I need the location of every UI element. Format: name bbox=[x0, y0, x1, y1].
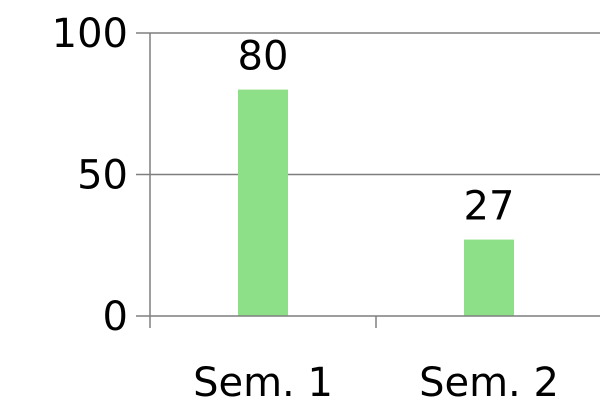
axis-layer bbox=[149, 33, 600, 317]
y-tick-label-50: 50 bbox=[77, 153, 128, 199]
x-category-label-2: Sem. 2 bbox=[419, 360, 559, 399]
data-label-2: 27 bbox=[464, 184, 515, 230]
data-label-1: 80 bbox=[238, 34, 289, 80]
y-tick-label-100: 100 bbox=[52, 11, 128, 57]
bar-layer bbox=[238, 89, 514, 316]
label-layer: 0 50 100 80 Sem. 1 27 Sem. 2 bbox=[52, 11, 559, 399]
x-category-label-1: Sem. 1 bbox=[193, 360, 333, 399]
bar-1 bbox=[238, 89, 288, 316]
y-tick-label-0: 0 bbox=[103, 294, 128, 340]
bar-2 bbox=[464, 239, 514, 316]
grid-layer bbox=[136, 32, 600, 328]
